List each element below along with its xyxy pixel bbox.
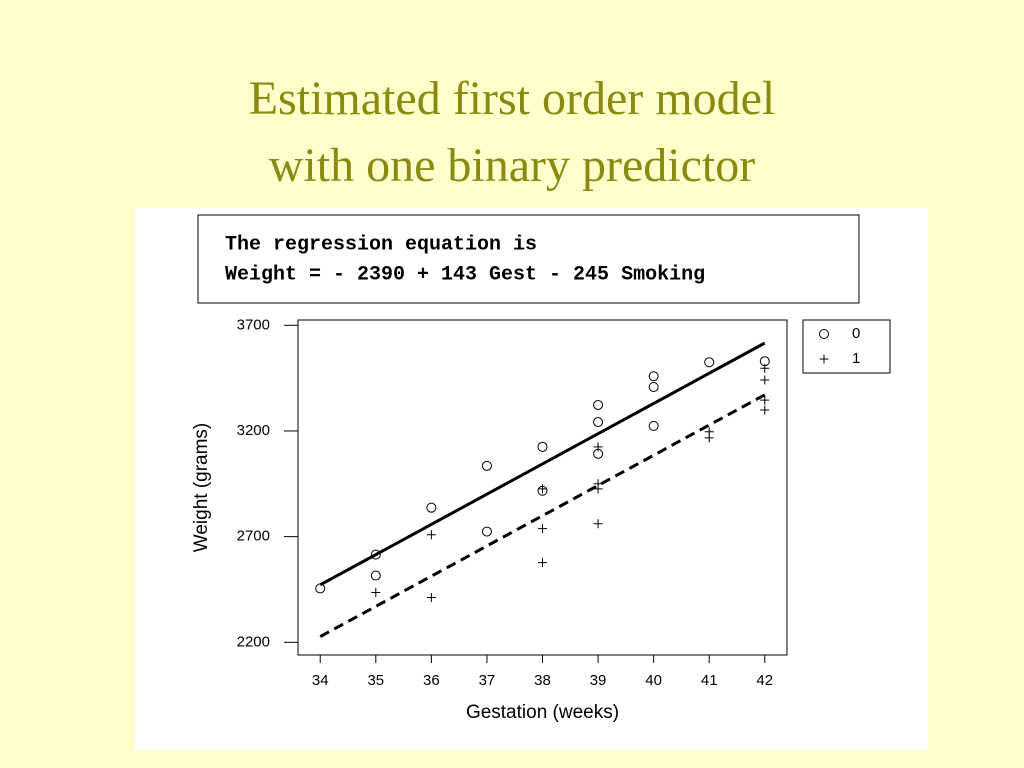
point bbox=[648, 371, 659, 382]
chart-panel bbox=[135, 208, 928, 750]
point bbox=[426, 593, 436, 603]
y-tick-label: 3200 bbox=[237, 422, 270, 439]
x-axis-label: Gestation (weeks) bbox=[466, 702, 619, 723]
x-tick-label: 40 bbox=[645, 672, 662, 689]
legend-marker bbox=[819, 354, 829, 364]
fit-line bbox=[319, 341, 766, 587]
point bbox=[648, 420, 659, 431]
x-tick-label: 34 bbox=[312, 672, 329, 689]
legend-marker bbox=[819, 329, 829, 339]
x-tick-label: 37 bbox=[479, 672, 496, 689]
point bbox=[593, 484, 603, 494]
point bbox=[704, 357, 715, 368]
point bbox=[760, 363, 770, 373]
point bbox=[426, 530, 436, 540]
point bbox=[593, 399, 604, 410]
x-tick-label: 41 bbox=[701, 672, 718, 689]
point bbox=[481, 460, 492, 471]
point bbox=[704, 433, 714, 443]
point bbox=[760, 405, 770, 415]
x-tick-label: 42 bbox=[756, 672, 773, 689]
point bbox=[538, 558, 547, 568]
y-tick-label: 2700 bbox=[237, 528, 270, 545]
point bbox=[648, 382, 659, 392]
point bbox=[593, 519, 603, 529]
y-tick-label: 2200 bbox=[237, 633, 270, 650]
x-tick-label: 39 bbox=[590, 672, 607, 689]
point bbox=[426, 502, 437, 513]
legend-label: 0 bbox=[852, 325, 860, 342]
point bbox=[371, 587, 381, 597]
point bbox=[538, 484, 547, 494]
point bbox=[538, 524, 547, 534]
point bbox=[370, 570, 381, 581]
equation-text: Weight = - 2390 + 143 Gest - 245 Smoking bbox=[225, 263, 705, 286]
slide-title: Estimated first order model bbox=[249, 72, 776, 125]
x-tick-label: 35 bbox=[367, 672, 384, 689]
equation-box bbox=[197, 214, 860, 304]
x-tick-label: 38 bbox=[534, 672, 551, 689]
point bbox=[537, 441, 548, 452]
legend-label: 1 bbox=[852, 350, 860, 367]
point bbox=[760, 375, 770, 385]
point bbox=[481, 526, 492, 537]
y-tick-label: 3700 bbox=[237, 316, 270, 333]
legend-box bbox=[802, 319, 891, 374]
x-tick-label: 36 bbox=[423, 672, 440, 689]
point bbox=[593, 417, 604, 428]
equation-text: The regression equation is bbox=[225, 233, 537, 256]
y-axis-label: Weight (grams) bbox=[191, 423, 212, 553]
slide-title: with one binary predictor bbox=[269, 139, 756, 192]
fit-line bbox=[319, 393, 766, 638]
point bbox=[760, 395, 770, 405]
point bbox=[593, 442, 603, 452]
point bbox=[370, 549, 381, 560]
